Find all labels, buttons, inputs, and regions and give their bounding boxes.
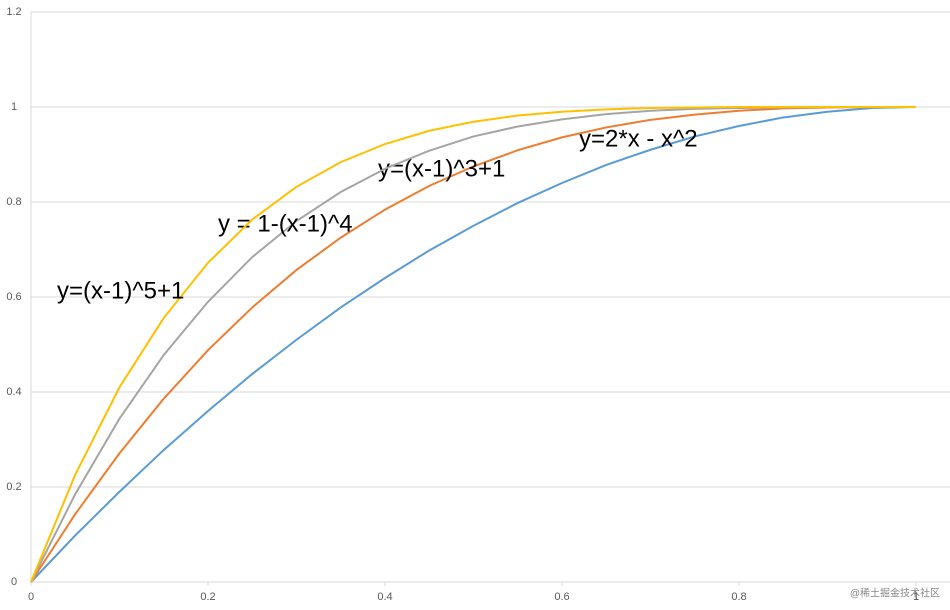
- y-tick-label: 0: [11, 576, 17, 588]
- x-tick-label: 0.2: [200, 591, 215, 603]
- y-tick-label: 0.8: [6, 196, 21, 208]
- x-tick-label: 0: [28, 591, 34, 603]
- x-tick-label: 0.8: [731, 591, 746, 603]
- y-tick-label: 1.2: [6, 6, 21, 18]
- y-tick-label: 0.2: [6, 481, 21, 493]
- series-line: [30, 106, 917, 583]
- series-label: y = 1-(x-1)^4: [218, 210, 353, 237]
- y-tick-label: 0.6: [6, 291, 21, 303]
- x-tick-label: 0.6: [554, 591, 569, 603]
- x-tick-label: 0.4: [377, 591, 392, 603]
- series-label: y=(x-1)^5+1: [57, 277, 184, 304]
- y-tick-label: 0.4: [6, 386, 21, 398]
- y-tick-label: 1: [11, 101, 17, 113]
- series-label: y=(x-1)^3+1: [378, 155, 505, 182]
- series-line: [30, 106, 916, 583]
- series-line: [30, 106, 916, 583]
- watermark: @稀土掘金技术社区: [850, 587, 940, 600]
- x-tick-label: 1: [913, 591, 919, 603]
